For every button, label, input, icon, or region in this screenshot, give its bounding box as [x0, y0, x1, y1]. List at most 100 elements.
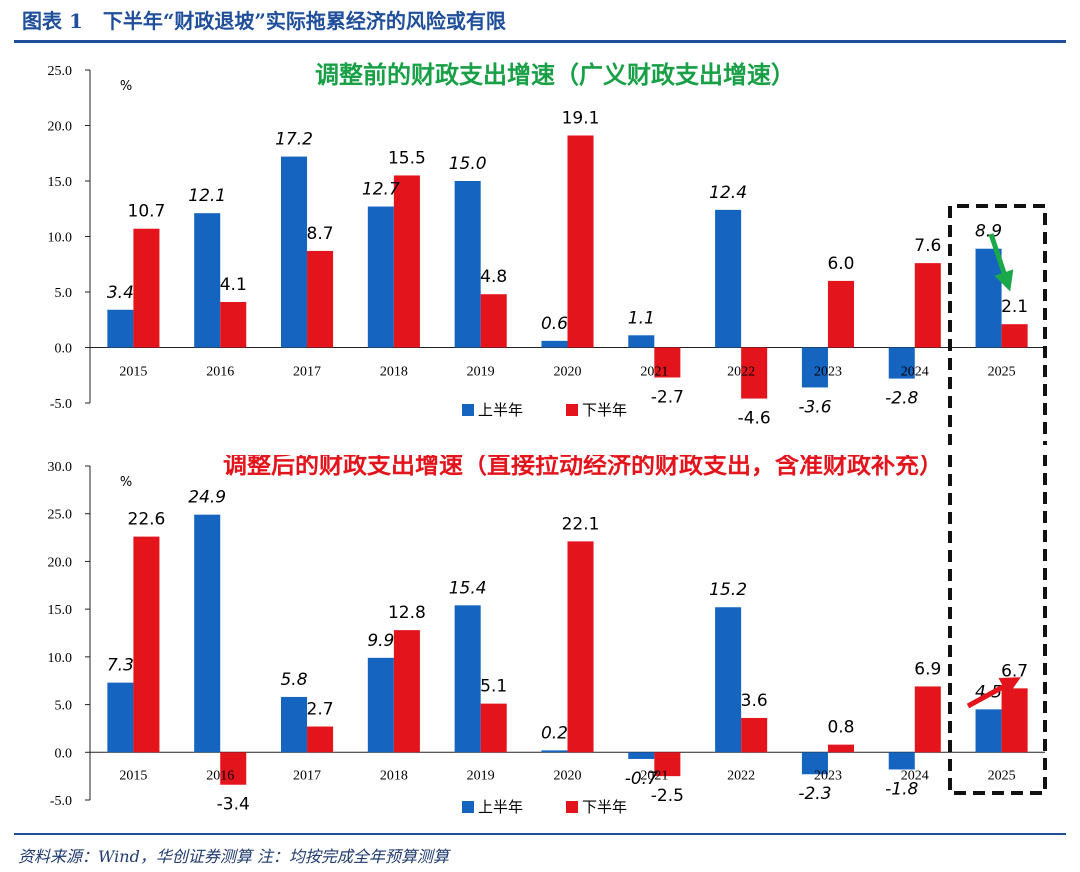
x-tick-label: 2021 [640, 365, 668, 380]
data-label-second-half-2022: -4.6 [738, 409, 771, 429]
data-label-first-half-2016: 24.9 [188, 488, 226, 508]
x-tick-label: 2015 [119, 365, 147, 380]
legend-label-second-half: 下半年 [582, 401, 627, 419]
legend-label-second-half: 下半年 [582, 798, 627, 816]
bar-second-half-2019 [480, 294, 507, 348]
data-label-first-half-2015: 3.4 [107, 283, 134, 303]
data-label-first-half-2019: 15.4 [449, 578, 487, 598]
data-label-first-half-2019: 15.0 [449, 154, 487, 174]
data-label-second-half-2016: -3.4 [217, 795, 250, 815]
data-label-first-half-2017: 5.8 [280, 670, 307, 690]
x-tick-label: 2021 [640, 768, 668, 783]
bar-second-half-2017 [307, 726, 334, 753]
data-label-second-half-2024: 6.9 [914, 659, 941, 679]
unit-label: % [120, 475, 132, 490]
x-tick-label: 2020 [554, 365, 582, 380]
y-tick-label: 10.0 [48, 651, 73, 666]
data-label-second-half-2018: 12.8 [388, 603, 426, 623]
bar-first-half-2016 [194, 213, 221, 348]
bar-second-half-2025 [1001, 324, 1028, 348]
data-label-second-half-2020: 22.1 [562, 514, 600, 534]
bar-second-half-2024 [914, 263, 941, 348]
bar-second-half-2015 [133, 228, 160, 348]
unit-label: % [120, 79, 132, 94]
data-label-first-half-2015: 7.3 [107, 656, 134, 676]
y-tick-label: 10.0 [48, 231, 73, 246]
y-tick-label: 25.0 [48, 64, 73, 79]
y-tick-label: 5.0 [55, 286, 73, 301]
data-label-second-half-2015: 10.7 [128, 202, 166, 222]
legend-swatch-second-half [566, 404, 578, 416]
bar-first-half-2015 [107, 309, 134, 348]
data-label-first-half-2023: -3.6 [798, 397, 831, 417]
data-label-second-half-2017: 8.7 [307, 224, 334, 244]
x-tick-label: 2016 [206, 768, 234, 783]
bar-first-half-2017 [281, 696, 308, 753]
highlight-box-2025 [948, 204, 1047, 445]
bar-first-half-2018 [367, 657, 394, 753]
data-label-first-half-2025: 8.9 [975, 222, 1002, 242]
y-tick-label: 15.0 [48, 603, 73, 618]
x-tick-label: 2025 [988, 365, 1016, 380]
y-tick-label: 0.0 [55, 342, 73, 357]
bar-first-half-2021 [628, 752, 655, 759]
x-tick-label: 2022 [727, 768, 755, 783]
figure-title: 图表 1 下半年“财政退坡”实际拖累经济的风险或有限 [22, 9, 506, 33]
data-label-first-half-2021: -0.7 [625, 769, 658, 789]
bar-first-half-2022 [715, 607, 742, 753]
trend-arrow-up-icon [966, 677, 1021, 709]
bottom-rule [14, 833, 1066, 835]
bar-first-half-2021 [628, 335, 655, 348]
bar-first-half-2024 [888, 752, 915, 770]
data-label-first-half-2020: 0.6 [541, 314, 568, 334]
legend-swatch-first-half [462, 404, 474, 416]
bar-first-half-2019 [454, 605, 481, 753]
data-label-first-half-2024: -1.8 [885, 779, 918, 799]
x-tick-label: 2015 [119, 768, 147, 783]
x-tick-label: 2019 [467, 365, 495, 380]
data-label-second-half-2016: 4.1 [220, 275, 247, 295]
data-label-second-half-2018: 15.5 [388, 148, 426, 168]
bar-second-half-2018 [393, 175, 420, 348]
bar-first-half-2025 [975, 709, 1002, 753]
legend-swatch-first-half [462, 801, 474, 813]
highlight-box-2025 [948, 455, 1047, 795]
y-tick-label: 5.0 [55, 699, 73, 714]
bar-first-half-2024 [888, 347, 915, 379]
data-label-second-half-2023: 0.8 [827, 718, 854, 738]
bar-first-half-2017 [281, 156, 308, 348]
bar-first-half-2016 [194, 514, 221, 753]
x-tick-label: 2024 [901, 768, 929, 783]
chart-title: 调整前的财政支出增速（广义财政支出增速） [315, 60, 795, 89]
bar-second-half-2019 [480, 703, 507, 753]
bar-second-half-2015 [133, 536, 160, 753]
x-tick-label: 2020 [554, 768, 582, 783]
bar-first-half-2022 [715, 209, 742, 348]
x-tick-label: 2019 [467, 768, 495, 783]
data-label-first-half-2017: 17.2 [275, 130, 313, 150]
x-tick-label: 2018 [380, 768, 408, 783]
x-tick-label: 2017 [293, 768, 321, 783]
bar-second-half-2018 [393, 630, 420, 753]
bar-second-half-2016 [220, 752, 247, 785]
data-label-second-half-2022: 3.6 [741, 691, 768, 711]
bar-second-half-2021 [654, 752, 681, 777]
bar-first-half-2023 [801, 752, 828, 775]
bar-second-half-2025 [1001, 688, 1028, 753]
y-tick-label: -5.0 [50, 397, 72, 412]
data-label-first-half-2020: 0.2 [541, 723, 568, 743]
source-note: 资料来源：Wind，华创证券测算 注：均按完成全年预算测算 [18, 847, 449, 866]
x-tick-label: 2017 [293, 365, 321, 380]
bar-first-half-2020 [541, 750, 568, 753]
y-tick-label: 30.0 [48, 460, 73, 475]
legend-swatch-second-half [566, 801, 578, 813]
bar-first-half-2018 [367, 206, 394, 348]
bar-first-half-2025 [975, 248, 1002, 348]
x-tick-label: 2023 [814, 768, 842, 783]
data-label-second-half-2025: 2.1 [1001, 297, 1028, 317]
title-rule [14, 40, 1066, 43]
bar-second-half-2022 [741, 717, 768, 753]
data-label-first-half-2021: 1.1 [628, 308, 655, 328]
data-label-first-half-2022: 12.4 [709, 183, 747, 203]
data-label-first-half-2023: -2.3 [798, 784, 831, 804]
